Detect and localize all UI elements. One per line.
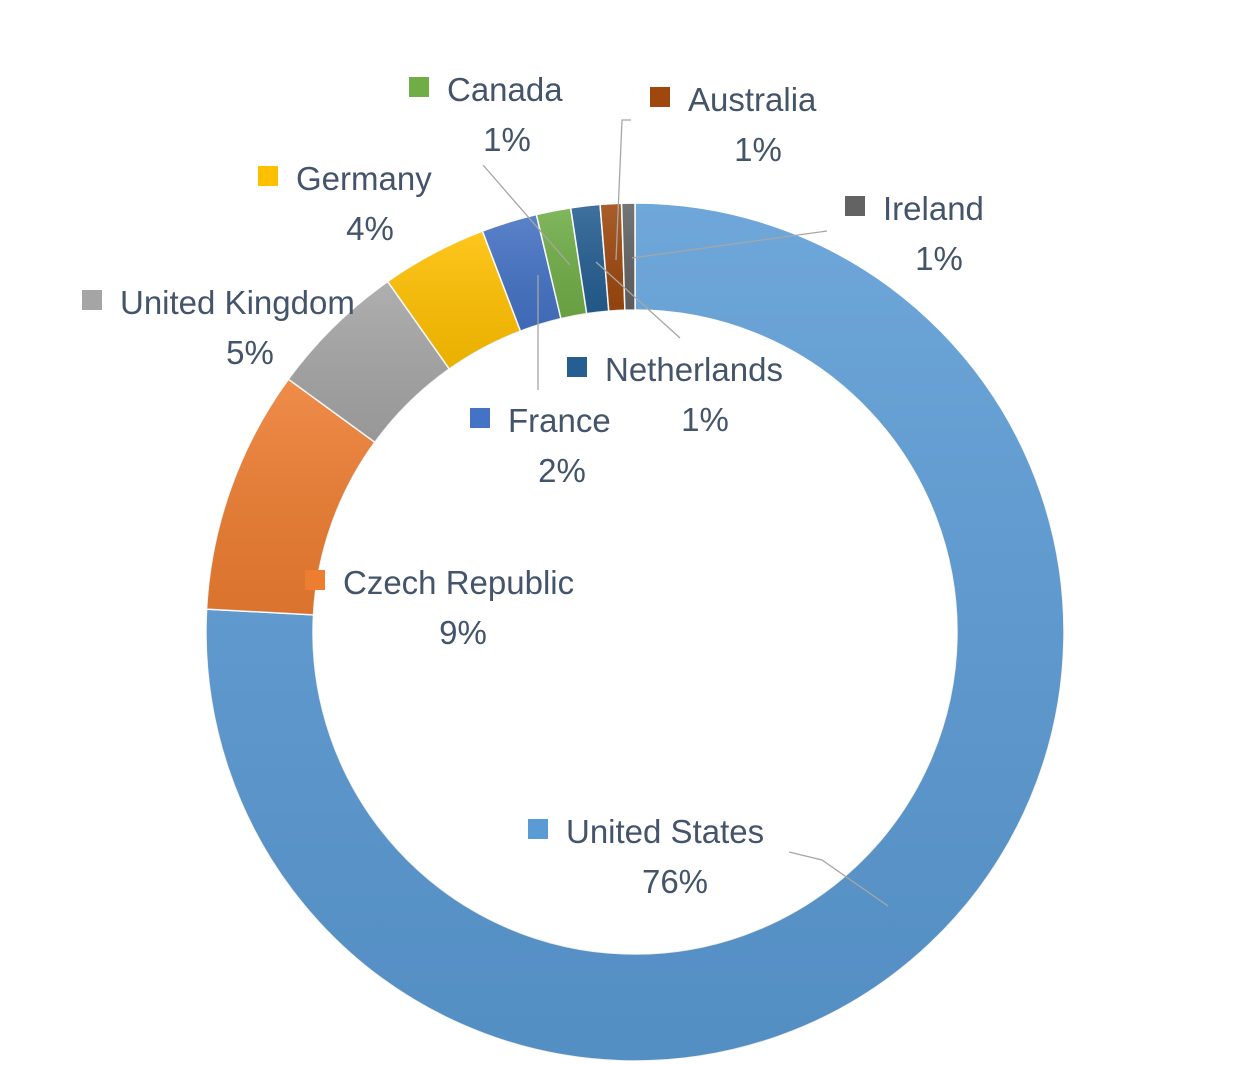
slice-shade-ireland — [621, 203, 635, 311]
data-label-percent-australia: 1% — [734, 131, 782, 168]
leader-line-netherlands — [595, 261, 681, 339]
data-label-percent-germany: 4% — [346, 210, 394, 247]
legend-swatch-germany — [258, 166, 278, 186]
data-label-percent-united-kingdom: 5% — [226, 334, 274, 371]
slice-shade-australia — [600, 203, 625, 312]
data-label-percent-ireland: 1% — [915, 240, 963, 277]
leader-lines-layer — [482, 119, 889, 907]
leader-line-canada — [482, 164, 571, 266]
data-label-name-czech-republic: Czech Republic — [343, 564, 574, 601]
data-label-name-ireland: Ireland — [883, 190, 984, 227]
data-label-name-united-states: United States — [566, 813, 764, 850]
leader-line-australia — [615, 119, 631, 261]
leader-line-united-states — [788, 851, 889, 907]
legend-swatch-czech-republic — [305, 570, 325, 590]
data-label-percent-canada: 1% — [483, 121, 531, 158]
data-label-percent-czech-republic: 9% — [439, 614, 487, 651]
slice-shade-netherlands — [570, 204, 609, 314]
data-label-name-germany: Germany — [296, 160, 432, 197]
slice-shade-united-kingdom — [288, 281, 450, 443]
slices-layer — [205, 202, 1065, 1062]
data-label-name-united-kingdom: United Kingdom — [120, 284, 355, 321]
data-label-name-canada: Canada — [447, 71, 563, 108]
data-label-name-france: France — [508, 402, 611, 439]
legend-swatch-netherlands — [567, 357, 587, 377]
slice-shade-france — [482, 214, 561, 332]
legend-swatch-canada — [409, 77, 429, 97]
data-label-percent-united-states: 76% — [642, 863, 708, 900]
leader-line-ireland — [631, 230, 828, 259]
slice-shade-czech-republic — [206, 379, 375, 615]
data-label-name-netherlands: Netherlands — [605, 351, 783, 388]
legend-swatch-australia — [650, 87, 670, 107]
legend-swatch-united-states — [528, 819, 548, 839]
data-label-percent-france: 2% — [538, 452, 586, 489]
data-label-percent-netherlands: 1% — [681, 401, 729, 438]
data-labels-layer: United States 76% Czech Republic 9% United K… — [82, 71, 984, 900]
slice-shade-germany — [387, 231, 521, 369]
legend-swatch-ireland — [845, 196, 865, 216]
data-label-name-australia: Australia — [688, 81, 817, 118]
legend-swatch-france — [470, 408, 490, 428]
legend-swatch-united-kingdom — [82, 290, 102, 310]
